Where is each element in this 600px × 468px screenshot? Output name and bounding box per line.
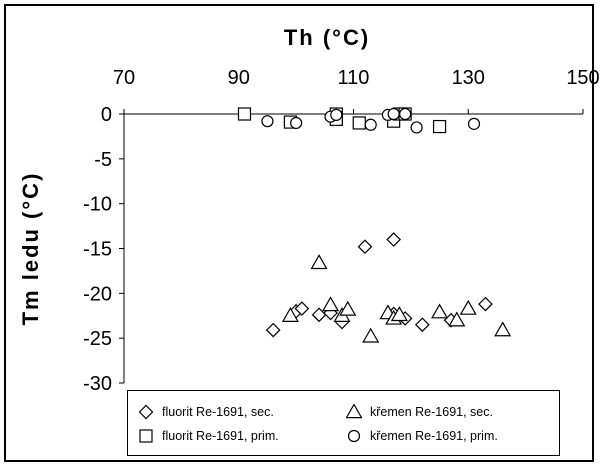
legend-item: fluorit Re-1691, prim. <box>138 426 279 446</box>
triangle-legend-marker <box>346 404 362 419</box>
diamond-data-point <box>415 317 430 333</box>
chart-legend: fluorit Re-1691, sec. křemen Re-1691, sec… <box>127 390 560 456</box>
legend-item: křemen Re-1691, sec. <box>346 402 493 422</box>
triangle-data-point <box>494 321 512 337</box>
triangle-data-point <box>390 306 408 322</box>
y-tick-label: -25 <box>83 328 112 350</box>
x-tick-label: 150 <box>566 67 599 89</box>
x-tick-label: 70 <box>113 67 135 89</box>
plot-area <box>124 114 583 384</box>
y-tick-label: -20 <box>83 283 112 305</box>
diamond-data-point <box>294 301 310 316</box>
legend-label: křemen Re-1691, sec. <box>370 405 493 419</box>
diamond-legend-marker <box>138 404 154 420</box>
triangle-data-point <box>339 300 357 316</box>
triangle-data-point <box>459 299 477 315</box>
triangle-legend-icon <box>346 404 362 419</box>
legend-label: fluorit Re-1691, sec. <box>162 405 274 419</box>
legend-label: křemen Re-1691, prim. <box>370 429 498 443</box>
circle-data-point <box>330 108 343 121</box>
circle-legend-icon <box>347 429 361 443</box>
circle-data-point <box>399 107 412 121</box>
square-data-point <box>237 107 252 121</box>
diamond-data-point <box>357 239 373 255</box>
diamond-data-point <box>386 232 402 247</box>
diamond-data-point <box>265 322 281 338</box>
y-tick-label: -15 <box>83 239 112 261</box>
x-tick-label: 130 <box>452 67 485 89</box>
x-tick-label: 110 <box>338 67 370 89</box>
data-markers <box>237 107 512 343</box>
triangle-data-point <box>362 327 380 343</box>
y-tick-label: -10 <box>83 194 112 216</box>
legend-label: fluorit Re-1691, prim. <box>162 429 279 443</box>
legend-item: fluorit Re-1691, sec. <box>138 402 274 422</box>
y-axis-title: Tm ledu (°C) <box>18 172 43 326</box>
circle-data-point <box>290 116 303 130</box>
triangle-data-point <box>281 307 299 322</box>
circle-data-point <box>467 117 481 130</box>
square-legend-marker <box>139 429 153 443</box>
y-tick-label: 0 <box>101 104 112 126</box>
x-axis-ticks: 70 90 110 130 150 <box>113 67 600 114</box>
square-data-point <box>352 116 366 130</box>
circle-data-point <box>364 118 377 131</box>
triangle-data-point <box>431 303 449 319</box>
y-axis-ticks: 0 -5 -10 -15 -20 -25 -30 <box>83 104 125 395</box>
circle-data-point <box>261 115 274 128</box>
triangle-data-point <box>310 254 328 270</box>
x-tick-label: 90 <box>228 67 250 89</box>
x-axis-title: Th (°C) <box>284 25 370 50</box>
square-legend-icon <box>139 429 153 443</box>
diamond-legend-icon <box>138 404 154 420</box>
circle-data-point <box>387 107 400 121</box>
circle-legend-marker <box>347 429 361 443</box>
triangle-data-point <box>322 296 340 312</box>
square-data-point <box>432 119 447 134</box>
y-tick-label: -30 <box>83 373 112 395</box>
diamond-data-point <box>311 307 327 323</box>
y-tick-label: -5 <box>94 149 112 171</box>
triangle-data-point <box>448 311 466 327</box>
circle-data-point <box>410 121 423 134</box>
legend-item: křemen Re-1691, prim. <box>346 426 498 446</box>
diamond-data-point <box>478 296 493 312</box>
chart-frame <box>4 4 594 462</box>
